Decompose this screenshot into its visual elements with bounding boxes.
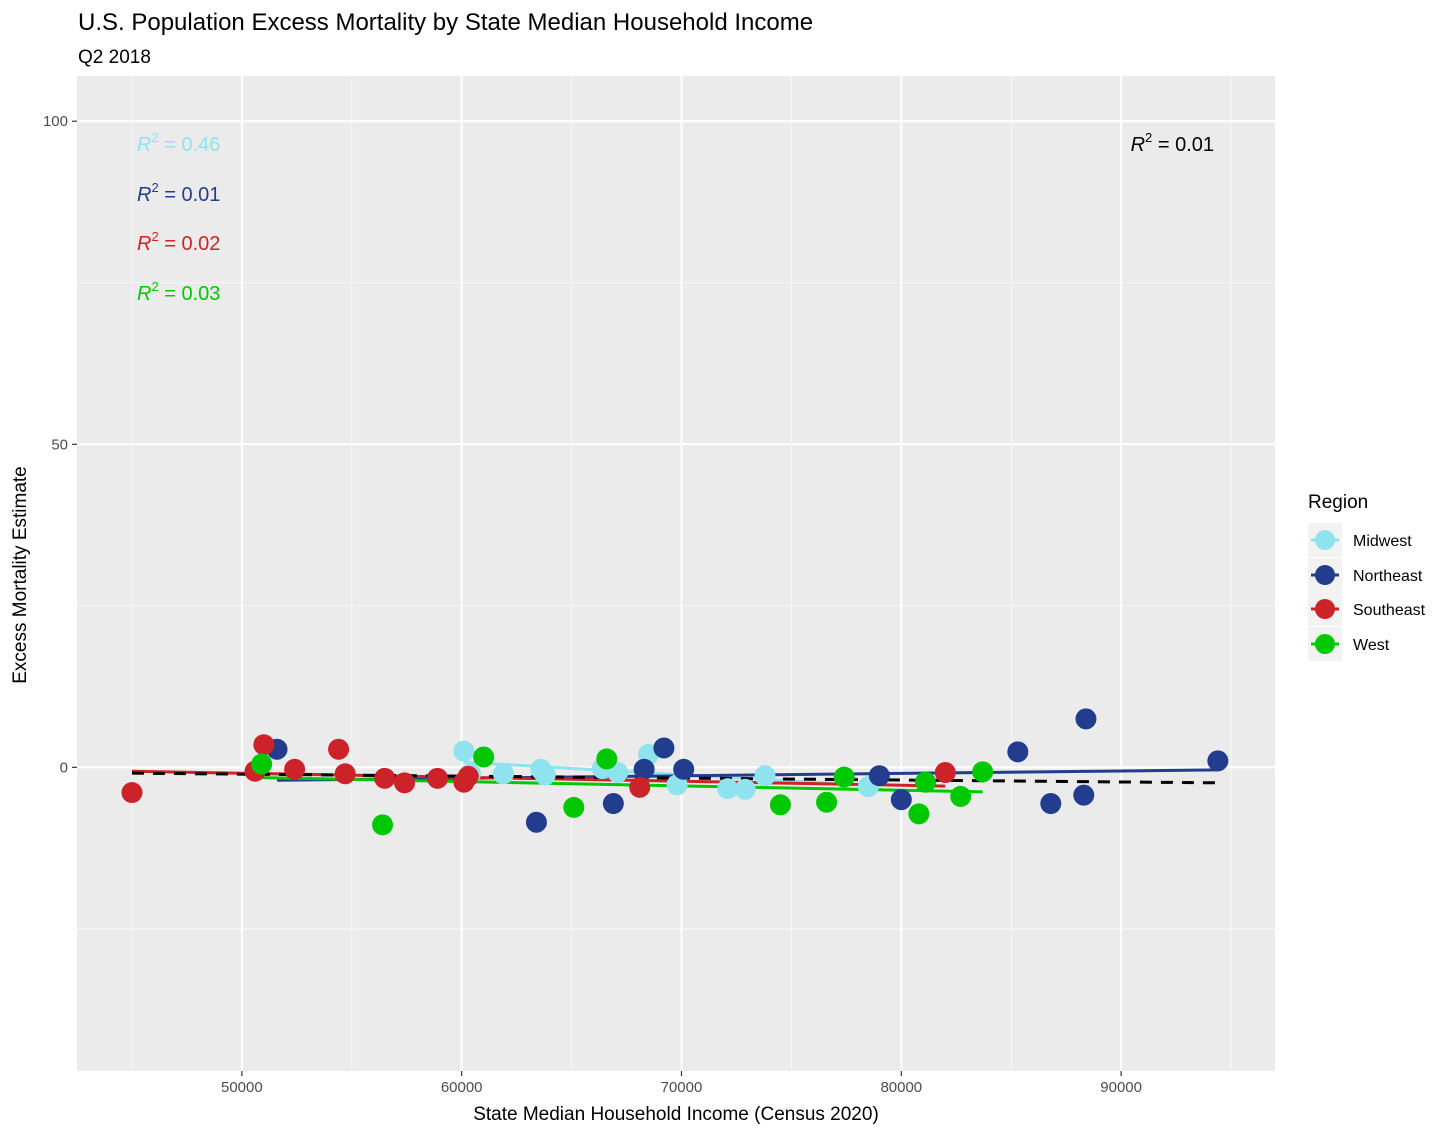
- legend-label-northeast: Northeast: [1353, 568, 1423, 585]
- point-west: [473, 746, 495, 768]
- r2-label-northeast: R2 = 0.01: [137, 180, 220, 206]
- legend-label-southeast: Southeast: [1353, 602, 1426, 619]
- y-tick-label: 50: [51, 436, 68, 453]
- y-tick-label: 100: [43, 113, 68, 130]
- point-southeast: [394, 772, 416, 794]
- point-northeast: [868, 765, 890, 787]
- point-west: [251, 753, 273, 775]
- point-southeast: [328, 738, 350, 760]
- point-southeast: [284, 758, 306, 780]
- point-west: [563, 796, 585, 818]
- legend-key-southeast: [1315, 599, 1335, 619]
- point-west: [950, 785, 972, 807]
- point-northeast: [1207, 750, 1229, 772]
- data-points: [121, 708, 1229, 836]
- plot-panel: [77, 76, 1275, 1071]
- legend-label-west: West: [1353, 637, 1390, 654]
- x-tick-label: 70000: [661, 1079, 703, 1096]
- point-midwest: [453, 740, 475, 762]
- point-west: [596, 748, 618, 770]
- x-tick-label: 50000: [221, 1079, 263, 1096]
- grid-major: [77, 76, 1275, 1071]
- grid-minor: [77, 76, 1275, 1071]
- point-west: [972, 761, 994, 783]
- r2-label-west: R2 = 0.03: [137, 279, 220, 305]
- point-northeast: [1075, 708, 1097, 730]
- point-midwest: [492, 763, 514, 785]
- x-tick-label: 60000: [441, 1079, 483, 1096]
- point-northeast: [633, 758, 655, 780]
- legend-key-midwest: [1315, 530, 1335, 550]
- legend: Midwest Northeast Southeast West: [1308, 523, 1426, 661]
- point-northeast: [1073, 784, 1095, 806]
- point-west: [833, 766, 855, 788]
- r2-label-midwest: R2 = 0.46: [137, 130, 220, 156]
- fit-line-overall: [131, 771, 1218, 785]
- point-southeast: [426, 767, 448, 789]
- point-southeast: [374, 767, 396, 789]
- y-axis-title: Excess Mortality Estimate: [10, 466, 31, 684]
- point-west: [816, 791, 838, 813]
- r2-label-southeast: R2 = 0.02: [137, 229, 220, 255]
- x-tick-label: 90000: [1100, 1079, 1142, 1096]
- point-northeast: [1007, 741, 1029, 763]
- axis-ticks: 50000 60000 70000 80000 90000 0 50 100: [43, 113, 1142, 1096]
- x-tick-label: 80000: [880, 1079, 922, 1096]
- point-midwest: [734, 778, 756, 800]
- point-northeast: [653, 737, 675, 759]
- point-northeast: [673, 758, 695, 780]
- legend-title: Region: [1308, 492, 1368, 513]
- point-southeast: [121, 782, 143, 804]
- r2-label-overall: R2 = 0.01: [1131, 130, 1214, 156]
- point-west: [914, 771, 936, 793]
- r2-labels: R2 = 0.46 R2 = 0.01 R2 = 0.02 R2 = 0.03 R2 =…: [137, 130, 1214, 305]
- legend-key-west: [1315, 634, 1335, 654]
- point-southeast: [334, 763, 356, 785]
- point-midwest: [534, 764, 556, 786]
- legend-key-northeast: [1315, 565, 1335, 585]
- point-northeast: [602, 793, 624, 815]
- point-midwest: [717, 778, 739, 800]
- point-northeast: [890, 789, 912, 811]
- legend-label-midwest: Midwest: [1353, 533, 1412, 550]
- point-west: [769, 794, 791, 816]
- point-northeast: [525, 811, 547, 833]
- y-tick-label: 0: [60, 759, 68, 776]
- chart-title: U.S. Population Excess Mortality by Stat…: [78, 9, 813, 36]
- point-southeast: [934, 762, 956, 783]
- point-southeast: [457, 765, 479, 787]
- point-northeast: [1040, 793, 1062, 815]
- chart-subtitle: Q2 2018: [78, 47, 151, 68]
- x-axis-title: State Median Household Income (Census 20…: [473, 1104, 879, 1125]
- point-west: [908, 803, 930, 825]
- point-midwest: [754, 765, 776, 787]
- point-west: [372, 814, 394, 836]
- point-southeast: [253, 734, 275, 756]
- point-southeast: [629, 776, 651, 798]
